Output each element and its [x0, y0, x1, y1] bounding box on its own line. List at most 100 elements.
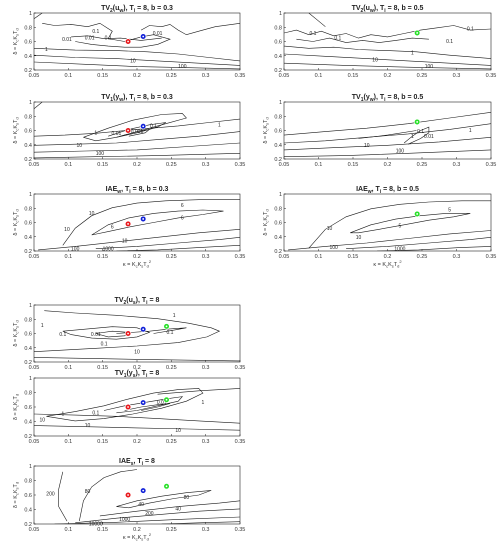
x-tick-label: 0.2 — [133, 73, 141, 79]
y-tick-label: 0.2 — [24, 360, 32, 366]
blue-point-center — [142, 489, 145, 492]
y-tick-label: 0.6 — [274, 129, 282, 135]
contour-label: 100 — [96, 151, 105, 157]
y-tick-label: 1 — [29, 192, 32, 198]
contour-line — [71, 35, 162, 41]
x-tick-label: 0.05 — [29, 162, 40, 168]
y-tick-label: 0.8 — [24, 479, 32, 485]
contour-line — [284, 53, 491, 66]
y-axis-label: δ = KcKsTd — [263, 209, 270, 235]
contour-line — [157, 388, 240, 395]
x-tick-label: 0.2 — [384, 162, 392, 168]
x-tick-label: 0.3 — [202, 365, 210, 371]
x-tick-label: 0.15 — [348, 254, 359, 260]
y-tick-label: 0.8 — [274, 206, 282, 212]
contour-line — [284, 137, 491, 151]
plot-frame — [283, 193, 492, 252]
contour-label: 6 — [111, 225, 114, 231]
panel-title: TV1(yw), Ti = 8, b = 0.3 — [101, 94, 173, 103]
x-tick-label: 0.25 — [166, 365, 177, 371]
contour-lines — [34, 102, 240, 159]
contour-label: 100 — [178, 64, 187, 70]
y-tick-label: 0.4 — [274, 235, 282, 241]
contour-line — [284, 123, 491, 144]
x-tick-label: 0.3 — [202, 73, 210, 79]
contour-label: 10000 — [89, 522, 103, 528]
panel-5: IAEw, Ti = 8, b = 0.3 10 6 6 6 10 10 100 1000 0.0… — [13, 186, 245, 269]
contour-label: 6 — [181, 203, 184, 209]
contour-line — [75, 508, 240, 524]
contour-label: 1 — [61, 412, 64, 418]
x-tick-label: 0.35 — [235, 254, 246, 260]
contour-label: 10 — [356, 235, 362, 241]
contour-label: 10 — [327, 226, 333, 232]
contour-label: 80 — [85, 489, 91, 495]
x-tick-label: 0.35 — [235, 527, 246, 533]
x-tick-label: 0.35 — [235, 73, 246, 79]
y-tick-label: 0.8 — [24, 317, 32, 323]
contour-line — [34, 153, 240, 159]
x-axis-label: κ = KcKsTd2 — [123, 259, 152, 269]
x-tick-label: 0.1 — [65, 527, 73, 533]
x-tick-label: 0.25 — [166, 162, 177, 168]
contour-label: 200 — [46, 491, 55, 497]
x-tick-label: 0.25 — [166, 73, 177, 79]
y-axis-label: δ = KcKsTd — [13, 209, 20, 235]
plot-frame — [33, 12, 241, 71]
contour-line — [58, 471, 68, 522]
x-tick-label: 0.15 — [348, 162, 359, 168]
y-axis-label: δ = KcKsTd — [13, 394, 20, 420]
x-tick-label: 0.15 — [97, 527, 108, 533]
green-point-center — [416, 32, 419, 34]
contour-label: 0.1 — [467, 27, 474, 33]
x-tick-label: 0.15 — [97, 365, 108, 371]
x-tick-label: 0.3 — [202, 254, 210, 260]
contour-line — [284, 25, 491, 39]
x-tick-label: 0.2 — [133, 439, 141, 445]
contour-line — [91, 209, 224, 236]
panel-8: TV1(ys), Ti = 8 1 0.1 0.01 1 10 10 10 0.05 0.1 0.1… — [13, 370, 245, 445]
contour-line — [120, 129, 150, 137]
contour-line — [350, 213, 471, 234]
y-tick-label: 0.4 — [24, 508, 32, 514]
y-tick-label: 0.6 — [24, 332, 32, 338]
green-point-center — [165, 325, 168, 328]
contour-line — [346, 237, 491, 249]
contour-line — [34, 48, 240, 62]
contour-line — [116, 490, 212, 509]
contour-label: 0.1 — [92, 410, 99, 416]
contour-label: 0.1 — [101, 341, 108, 347]
contour-label: 1 — [411, 51, 414, 57]
y-tick-label: 0.2 — [24, 522, 32, 528]
x-tick-label: 0.1 — [65, 254, 73, 260]
x-tick-label: 0.15 — [97, 73, 108, 79]
contour-label: 1000 — [103, 246, 114, 252]
x-tick-label: 0.25 — [166, 527, 177, 533]
y-tick-label: 0.8 — [24, 391, 32, 397]
y-tick-label: 0.4 — [274, 143, 282, 149]
contour-label: 0.01 — [85, 36, 95, 42]
contour-line — [34, 413, 240, 424]
y-tick-label: 1 — [279, 11, 282, 17]
contour-label: 10 — [85, 423, 91, 429]
x-axis-label: κ = KcKsTd2 — [373, 259, 402, 269]
contour-label: 40 — [175, 507, 181, 513]
y-axis-label: δ = KcKsTd — [13, 320, 20, 346]
red-point-center — [127, 494, 129, 496]
panel-title: IAEs, Ti = 8 — [119, 458, 155, 467]
x-tick-label: 0.2 — [133, 254, 141, 260]
contour-line — [308, 200, 491, 249]
contour-line — [34, 118, 240, 137]
contour-label: 100 — [330, 245, 339, 251]
y-tick-label: 0.2 — [274, 249, 282, 255]
contour-label: 200 — [145, 511, 154, 517]
contour-label: 10 — [372, 57, 378, 63]
y-tick-label: 0.8 — [24, 114, 32, 120]
x-tick-label: 0.3 — [202, 527, 210, 533]
y-tick-label: 0.4 — [24, 346, 32, 352]
y-tick-label: 0.6 — [24, 40, 32, 46]
contour-label: 10 — [134, 349, 140, 355]
contour-label: 5 — [448, 208, 451, 214]
green-point-center — [416, 121, 419, 123]
